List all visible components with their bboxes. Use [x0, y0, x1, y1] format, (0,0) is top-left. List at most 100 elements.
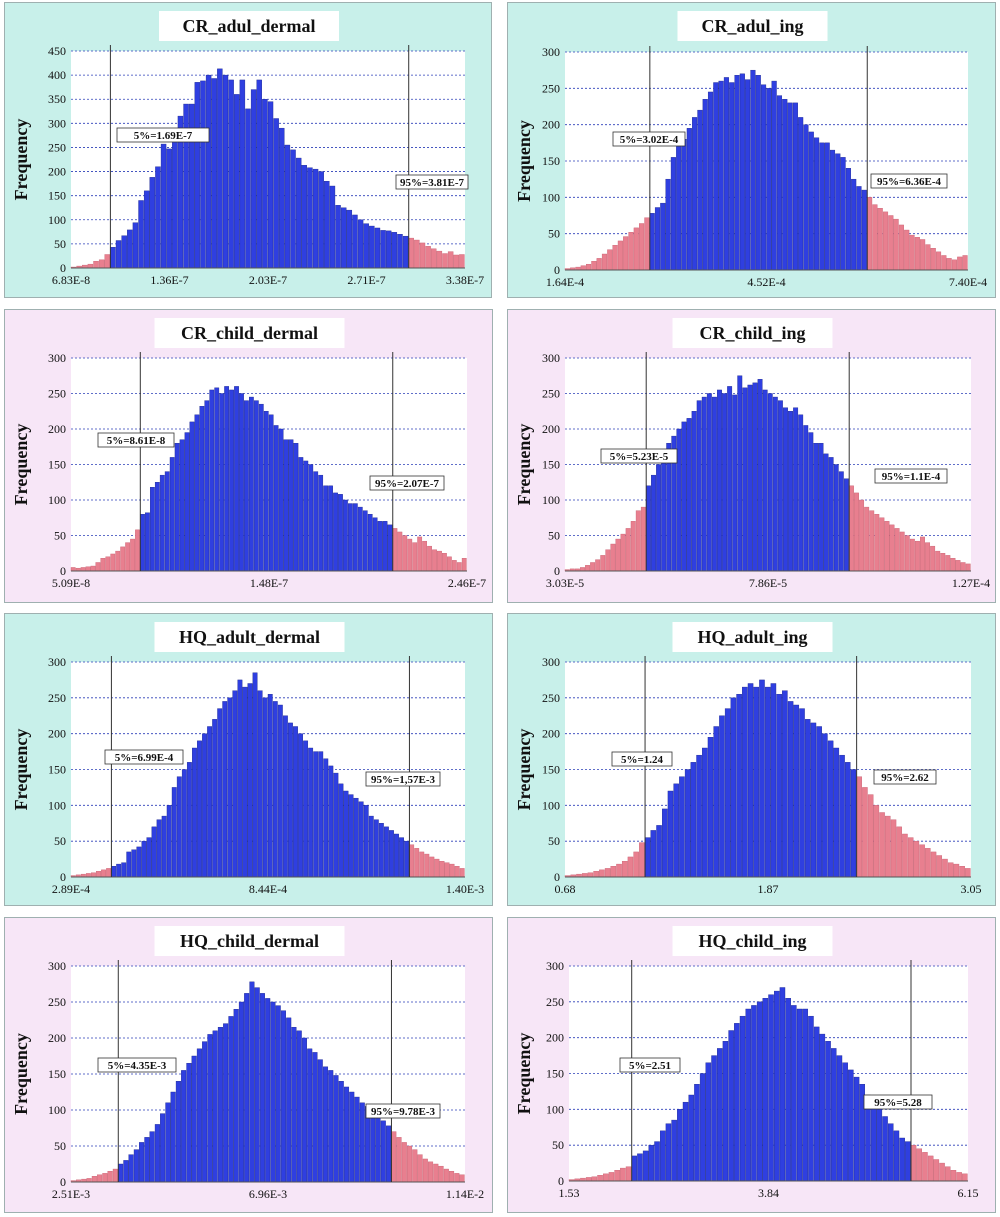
histogram-bar — [873, 805, 880, 878]
histogram-bar — [639, 842, 645, 878]
histogram-bar — [293, 726, 298, 878]
y-tick-label: 150 — [542, 154, 560, 168]
p95-label-box — [863, 1094, 933, 1110]
histogram-bar — [262, 99, 268, 269]
p5-label: 5%=3.02E-4 — [620, 134, 679, 146]
histogram-bar — [686, 128, 692, 271]
histogram-bar — [804, 719, 811, 878]
histogram-bar — [199, 406, 205, 572]
histogram-bar — [402, 235, 409, 269]
histogram-bar — [734, 75, 740, 271]
histogram-bar — [101, 869, 106, 878]
histogram-bar — [904, 535, 910, 572]
title-box — [154, 318, 345, 348]
chart-panel-hq-child-dermal: HQ_child_dermal Frequency 0 50 100 150 200 250 3… — [4, 917, 493, 1213]
histogram-bar — [933, 1159, 940, 1182]
histogram-bar — [333, 772, 339, 878]
histogram-bar — [701, 396, 707, 572]
histogram-bar — [914, 540, 920, 572]
histogram-bar — [950, 1170, 957, 1182]
y-tick-label: 200 — [542, 118, 560, 132]
y-axis-label: Frequency — [514, 729, 534, 811]
histogram-bar — [329, 185, 336, 269]
histogram-bar — [960, 562, 966, 572]
chart-title: HQ_child_ing — [698, 931, 806, 951]
y-tick-label: 100 — [546, 1102, 564, 1116]
histogram-bar — [118, 1163, 124, 1183]
histogram-bar — [290, 149, 296, 269]
histogram-bar — [667, 790, 674, 878]
histogram-bar — [922, 1152, 928, 1182]
histogram-bar — [719, 715, 725, 878]
histogram-bar — [909, 234, 915, 271]
histogram-bar — [111, 866, 117, 878]
histogram-bar — [352, 503, 358, 572]
histogram-bar — [590, 562, 596, 572]
histogram-bar — [742, 387, 748, 572]
p5-label-box — [612, 131, 686, 147]
histogram-bar — [776, 95, 783, 271]
y-tick-label: 50 — [54, 529, 66, 543]
histogram-bar — [920, 536, 925, 572]
histogram-bar — [323, 485, 329, 572]
histogram-bar — [808, 1015, 814, 1182]
histogram-bar — [722, 1041, 729, 1182]
histogram-bar — [640, 506, 646, 572]
y-tick-label: 50 — [548, 834, 560, 848]
y-tick-label: 250 — [48, 140, 66, 154]
y-tick-label: 250 — [48, 691, 66, 705]
histogram-bar — [273, 425, 279, 572]
histogram-bar — [174, 442, 180, 572]
histogram-bar — [338, 1080, 344, 1183]
histogram-bar — [87, 263, 94, 269]
histogram-bar — [224, 386, 229, 572]
histogram-bar — [258, 403, 264, 572]
histogram-bar — [338, 783, 344, 878]
histogram-bar — [437, 550, 442, 572]
histogram-bar — [425, 246, 431, 269]
histogram-bar — [910, 1144, 917, 1182]
histogram-bar — [293, 442, 299, 572]
chart-panel-cr-child-dermal: CR_child_dermal Frequency 0 50 100 150 200 250 3… — [4, 309, 493, 603]
histogram-bar — [684, 769, 691, 878]
histogram-bar — [628, 232, 634, 271]
histogram-bar — [625, 1166, 632, 1182]
histogram-bar — [859, 499, 865, 572]
histogram-bar — [849, 485, 854, 572]
histogram-bar — [694, 1084, 700, 1182]
histogram-bar — [363, 805, 369, 878]
chart-title: HQ_adult_ing — [697, 627, 807, 647]
y-tick-label: 300 — [542, 655, 560, 669]
histogram-bar — [599, 869, 605, 878]
histogram-bar — [673, 783, 679, 878]
p5-label: 5%=1.24 — [621, 754, 664, 766]
y-tick-label: 200 — [48, 727, 66, 741]
histogram-bar — [209, 389, 215, 572]
chart-panel-hq-adult-dermal: HQ_adult_dermal Frequency 0 50 100 150 200 250 3… — [4, 613, 493, 906]
y-tick-label: 150 — [542, 458, 560, 472]
histogram-bar — [612, 245, 618, 271]
histogram-bar — [377, 521, 383, 572]
y-tick-label: 150 — [542, 763, 560, 777]
histogram-bar — [171, 787, 177, 878]
histogram-bar — [139, 1142, 145, 1183]
histogram-bar — [432, 549, 437, 572]
histogram-bar — [343, 790, 349, 878]
histogram-bar — [298, 733, 303, 878]
histogram-bar — [782, 99, 788, 271]
histogram-bar — [644, 217, 650, 271]
histogram-bar — [766, 88, 772, 271]
histogram-bar — [711, 396, 717, 572]
y-tick-label: 450 — [48, 44, 66, 58]
histogram-bar — [354, 1096, 360, 1183]
x-tick-label: 3.03E-5 — [546, 576, 584, 590]
y-tick-label: 250 — [542, 691, 560, 705]
histogram-bar — [888, 1123, 894, 1182]
histogram-bar — [222, 74, 229, 269]
histogram-bar — [414, 239, 420, 269]
histogram-bar — [803, 124, 809, 271]
histogram-bar — [962, 1173, 968, 1182]
histogram-bar — [930, 247, 936, 271]
x-tick-label: 7.40E-4 — [949, 275, 987, 289]
histogram-bar — [916, 1148, 923, 1182]
